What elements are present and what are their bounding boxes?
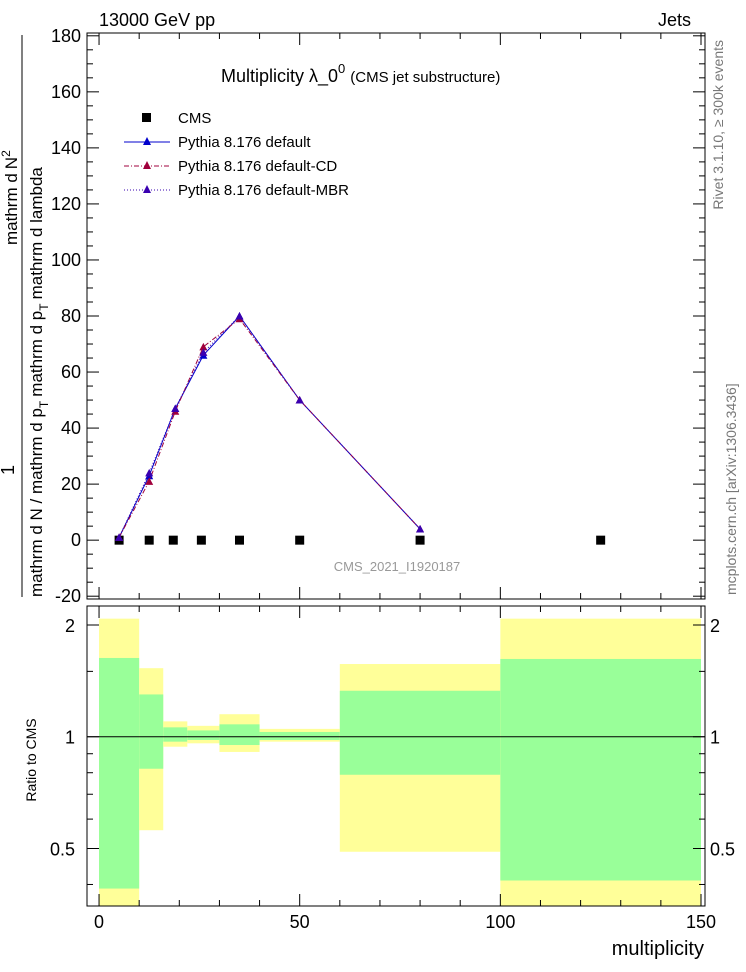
- main-y-tick-label: 160: [51, 82, 81, 102]
- series-marker-3: [416, 524, 425, 533]
- main-y-tick-label: 100: [51, 250, 81, 270]
- ratio-y-tick-label: 2: [65, 616, 75, 636]
- x-axis-label: multiplicity: [612, 938, 704, 960]
- series-marker-2: [145, 477, 154, 485]
- ratio-stat-band: [339, 690, 501, 775]
- main-y-axis-label: 1 mathrm d N / mathrm d pTmathrm d pTmat…: [0, 35, 51, 597]
- main-y-tick-label: 120: [51, 194, 81, 214]
- legend: CMS Pythia 8.176 default Pythia 8.176 de…: [124, 110, 349, 199]
- main-x-axis-ticks: [98, 33, 702, 599]
- series-marker-3: [295, 396, 304, 404]
- ratio-y-tick-label: 0.5: [50, 839, 75, 859]
- main-y-tick-label: 60: [61, 362, 81, 382]
- main-y-axis: -20 0 20 40 60 80 100 120 140 160 180: [51, 26, 705, 606]
- ratio-y-tick-label-right: 0.5: [710, 839, 735, 859]
- ratio-y-axis-label: Ratio to CMS: [23, 718, 39, 801]
- legend-default-cd-label: Pythia 8.176 default-CD: [178, 158, 337, 175]
- series-marker-3: [171, 404, 180, 412]
- cms-data-point: [415, 535, 425, 545]
- ratio-x-axis: 0 50 100 150: [94, 606, 716, 932]
- legend-cms-label: CMS: [178, 110, 211, 127]
- main-plot-panel: -20 0 20 40 60 80 100 120 140 160 180 Multiplicity…: [51, 26, 706, 606]
- main-y-tick-label: 20: [61, 474, 81, 494]
- x-tick-label: 150: [686, 912, 716, 932]
- legend-cms-marker: [142, 113, 151, 122]
- plot-title-superscript: 0: [338, 61, 345, 76]
- mcplots-credit-label: mcplots.cern.ch [arXiv:1306.3436]: [723, 383, 739, 595]
- y-label-denominator: mathrm d N / mathrm d pTmathrm d pTmathr…: [27, 167, 51, 597]
- legend-default-mbr-label: Pythia 8.176 default-MBR: [178, 182, 349, 199]
- main-y-tick-label: 180: [51, 26, 81, 46]
- ratio-y-axis: 0.5 0.5 1 1 2 2: [50, 616, 735, 885]
- ratio-stat-band: [500, 658, 701, 881]
- header-energy-label: 13000 GeV pp: [99, 10, 215, 30]
- ratio-stat-band: [99, 657, 140, 889]
- x-tick-label: 50: [290, 912, 310, 932]
- ratio-y-tick-label-right: 1: [710, 728, 720, 748]
- ratio-stat-band: [163, 727, 188, 742]
- series-line-1: [118, 315, 421, 538]
- cms-data-point: [234, 535, 244, 545]
- ratio-stat-band: [139, 694, 164, 769]
- series-marker-3: [115, 533, 124, 541]
- cms-data-point: [596, 535, 606, 545]
- main-y-tick-label: -20: [55, 586, 81, 606]
- legend-default-cd-marker: [143, 161, 151, 169]
- header-category-label: Jets: [658, 10, 691, 30]
- x-tick-label: 100: [485, 912, 515, 932]
- ratio-stat-band: [187, 730, 220, 740]
- plot-title-subtitle: (CMS jet substructure): [350, 69, 500, 86]
- main-y-tick-label: 40: [61, 418, 81, 438]
- ratio-y-tick-label: 1: [65, 728, 75, 748]
- cms-data-point: [144, 535, 154, 545]
- series-marker-3: [145, 468, 154, 477]
- main-y-tick-label: 80: [61, 306, 81, 326]
- legend-default-label: Pythia 8.176 default: [178, 134, 311, 151]
- cms-data-point: [295, 535, 305, 545]
- ratio-stat-band: [219, 724, 260, 746]
- series-line-3: [118, 315, 421, 538]
- ratio-y-tick-label-right: 2: [710, 616, 720, 636]
- ratio-bands-layer: [99, 618, 701, 906]
- series-marker-2: [199, 342, 208, 351]
- legend-default-mbr-marker: [143, 185, 151, 193]
- x-tick-label: 0: [94, 912, 104, 932]
- series-marker-3: [199, 348, 208, 356]
- plot-title: Multiplicity λ_00 (CMS jet substructure): [221, 61, 500, 87]
- main-y-tick-label: 140: [51, 138, 81, 158]
- analysis-watermark: CMS_2021_I1920187: [334, 559, 461, 574]
- main-y-tick-label: 0: [71, 530, 81, 550]
- y-label-upper: mathrm dN2: [0, 150, 21, 245]
- cms-data-point: [168, 535, 178, 545]
- plot-title-main: Multiplicity λ_0: [221, 66, 338, 87]
- ratio-plot-frame: [86, 605, 706, 907]
- rivet-version-label: Rivet 3.1.10, ≥ 300k events: [710, 40, 726, 210]
- ratio-plot-panel: 0.5 0.5 1 1 2 2 0 50 100 150: [50, 605, 735, 932]
- main-series-layer: [114, 312, 606, 545]
- cms-data-point: [196, 535, 206, 545]
- ratio-stat-band: [259, 731, 340, 740]
- y-label-numerator: 1: [0, 465, 18, 475]
- series-line-2: [118, 318, 421, 538]
- series-marker-3: [235, 312, 244, 320]
- legend-default-marker: [143, 137, 151, 145]
